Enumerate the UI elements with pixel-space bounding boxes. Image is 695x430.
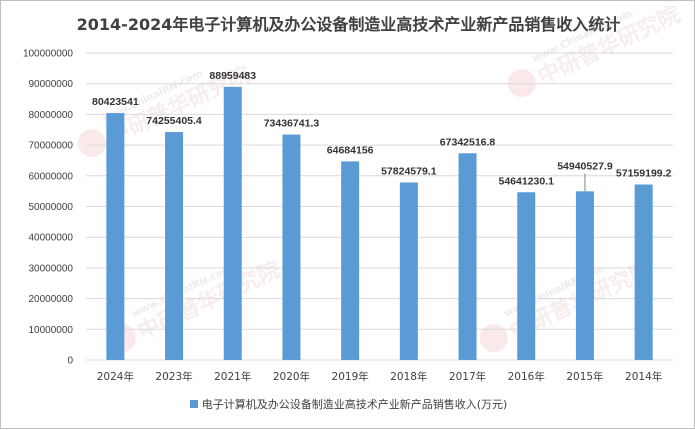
gridlines bbox=[86, 52, 673, 361]
data-label: 57824579.1 bbox=[381, 165, 437, 177]
data-label: 80423541 bbox=[92, 96, 139, 108]
y-tick-label: 90000000 bbox=[29, 79, 74, 90]
y-tick-label: 0 bbox=[67, 356, 73, 367]
data-label: 64684156 bbox=[327, 144, 374, 156]
data-labels: 80423541 74255405.4 88959483 73436741.3 6468… bbox=[92, 70, 672, 192]
data-label: 67342516.8 bbox=[440, 136, 496, 148]
bar bbox=[223, 86, 242, 361]
data-label: 88959483 bbox=[209, 70, 256, 82]
legend-label: 电子计算机及办公设备制造业高技术产业新产品销售收入(万元) bbox=[201, 398, 508, 411]
bar bbox=[517, 192, 536, 360]
x-tick-label: 2015年 bbox=[566, 370, 603, 383]
bar bbox=[634, 184, 653, 360]
y-tick-label: 50000000 bbox=[29, 202, 74, 213]
bar bbox=[399, 182, 418, 360]
data-label: 57159199.2 bbox=[616, 168, 672, 180]
y-tick-label: 70000000 bbox=[29, 141, 74, 152]
x-tick-label: 2020年 bbox=[273, 370, 310, 383]
x-tick-label: 2017年 bbox=[449, 370, 486, 383]
x-tick-label: 2014年 bbox=[625, 370, 662, 383]
chart-title: 2014-2024年电子计算机及办公设备制造业高技术产业新产品销售收入统计 bbox=[76, 15, 621, 34]
y-tick-label: 60000000 bbox=[29, 171, 74, 182]
x-tick-label: 2019年 bbox=[332, 370, 369, 383]
bar-series bbox=[106, 86, 653, 361]
legend-swatch bbox=[189, 400, 198, 408]
y-axis: 0 10000000 20000000 30000000 40000000 5000000… bbox=[23, 49, 74, 367]
x-axis: 2024年 2023年 2021年 2020年 2019年 2018年 2017年 2016年… bbox=[97, 370, 663, 383]
x-tick-label: 2024年 bbox=[97, 370, 134, 383]
x-tick-label: 2018年 bbox=[390, 370, 427, 383]
y-tick-label: 10000000 bbox=[29, 325, 74, 336]
watermark-logo-icon bbox=[77, 129, 106, 158]
y-tick-label: 100000000 bbox=[23, 49, 73, 60]
data-label: 74255405.4 bbox=[146, 115, 202, 127]
legend: 电子计算机及办公设备制造业高技术产业新产品销售收入(万元) bbox=[1, 396, 695, 412]
bar bbox=[282, 134, 301, 360]
bar bbox=[106, 113, 125, 360]
data-label: 54940527.9 bbox=[557, 161, 613, 173]
x-tick-label: 2021年 bbox=[214, 370, 251, 383]
y-tick-label: 80000000 bbox=[29, 110, 74, 121]
x-tick-label: 2016年 bbox=[508, 370, 545, 383]
y-tick-label: 40000000 bbox=[29, 233, 74, 244]
bar bbox=[341, 161, 360, 360]
watermark-logo-icon bbox=[507, 69, 536, 98]
data-label: 54641230.1 bbox=[499, 175, 555, 187]
y-tick-label: 30000000 bbox=[29, 263, 74, 274]
x-tick-label: 2023年 bbox=[155, 370, 192, 383]
data-label: 73436741.3 bbox=[264, 118, 320, 130]
bar bbox=[458, 153, 477, 360]
bar bbox=[575, 191, 594, 360]
watermark-logo-icon bbox=[479, 324, 508, 353]
bar bbox=[165, 132, 184, 360]
y-tick-label: 20000000 bbox=[29, 294, 74, 305]
